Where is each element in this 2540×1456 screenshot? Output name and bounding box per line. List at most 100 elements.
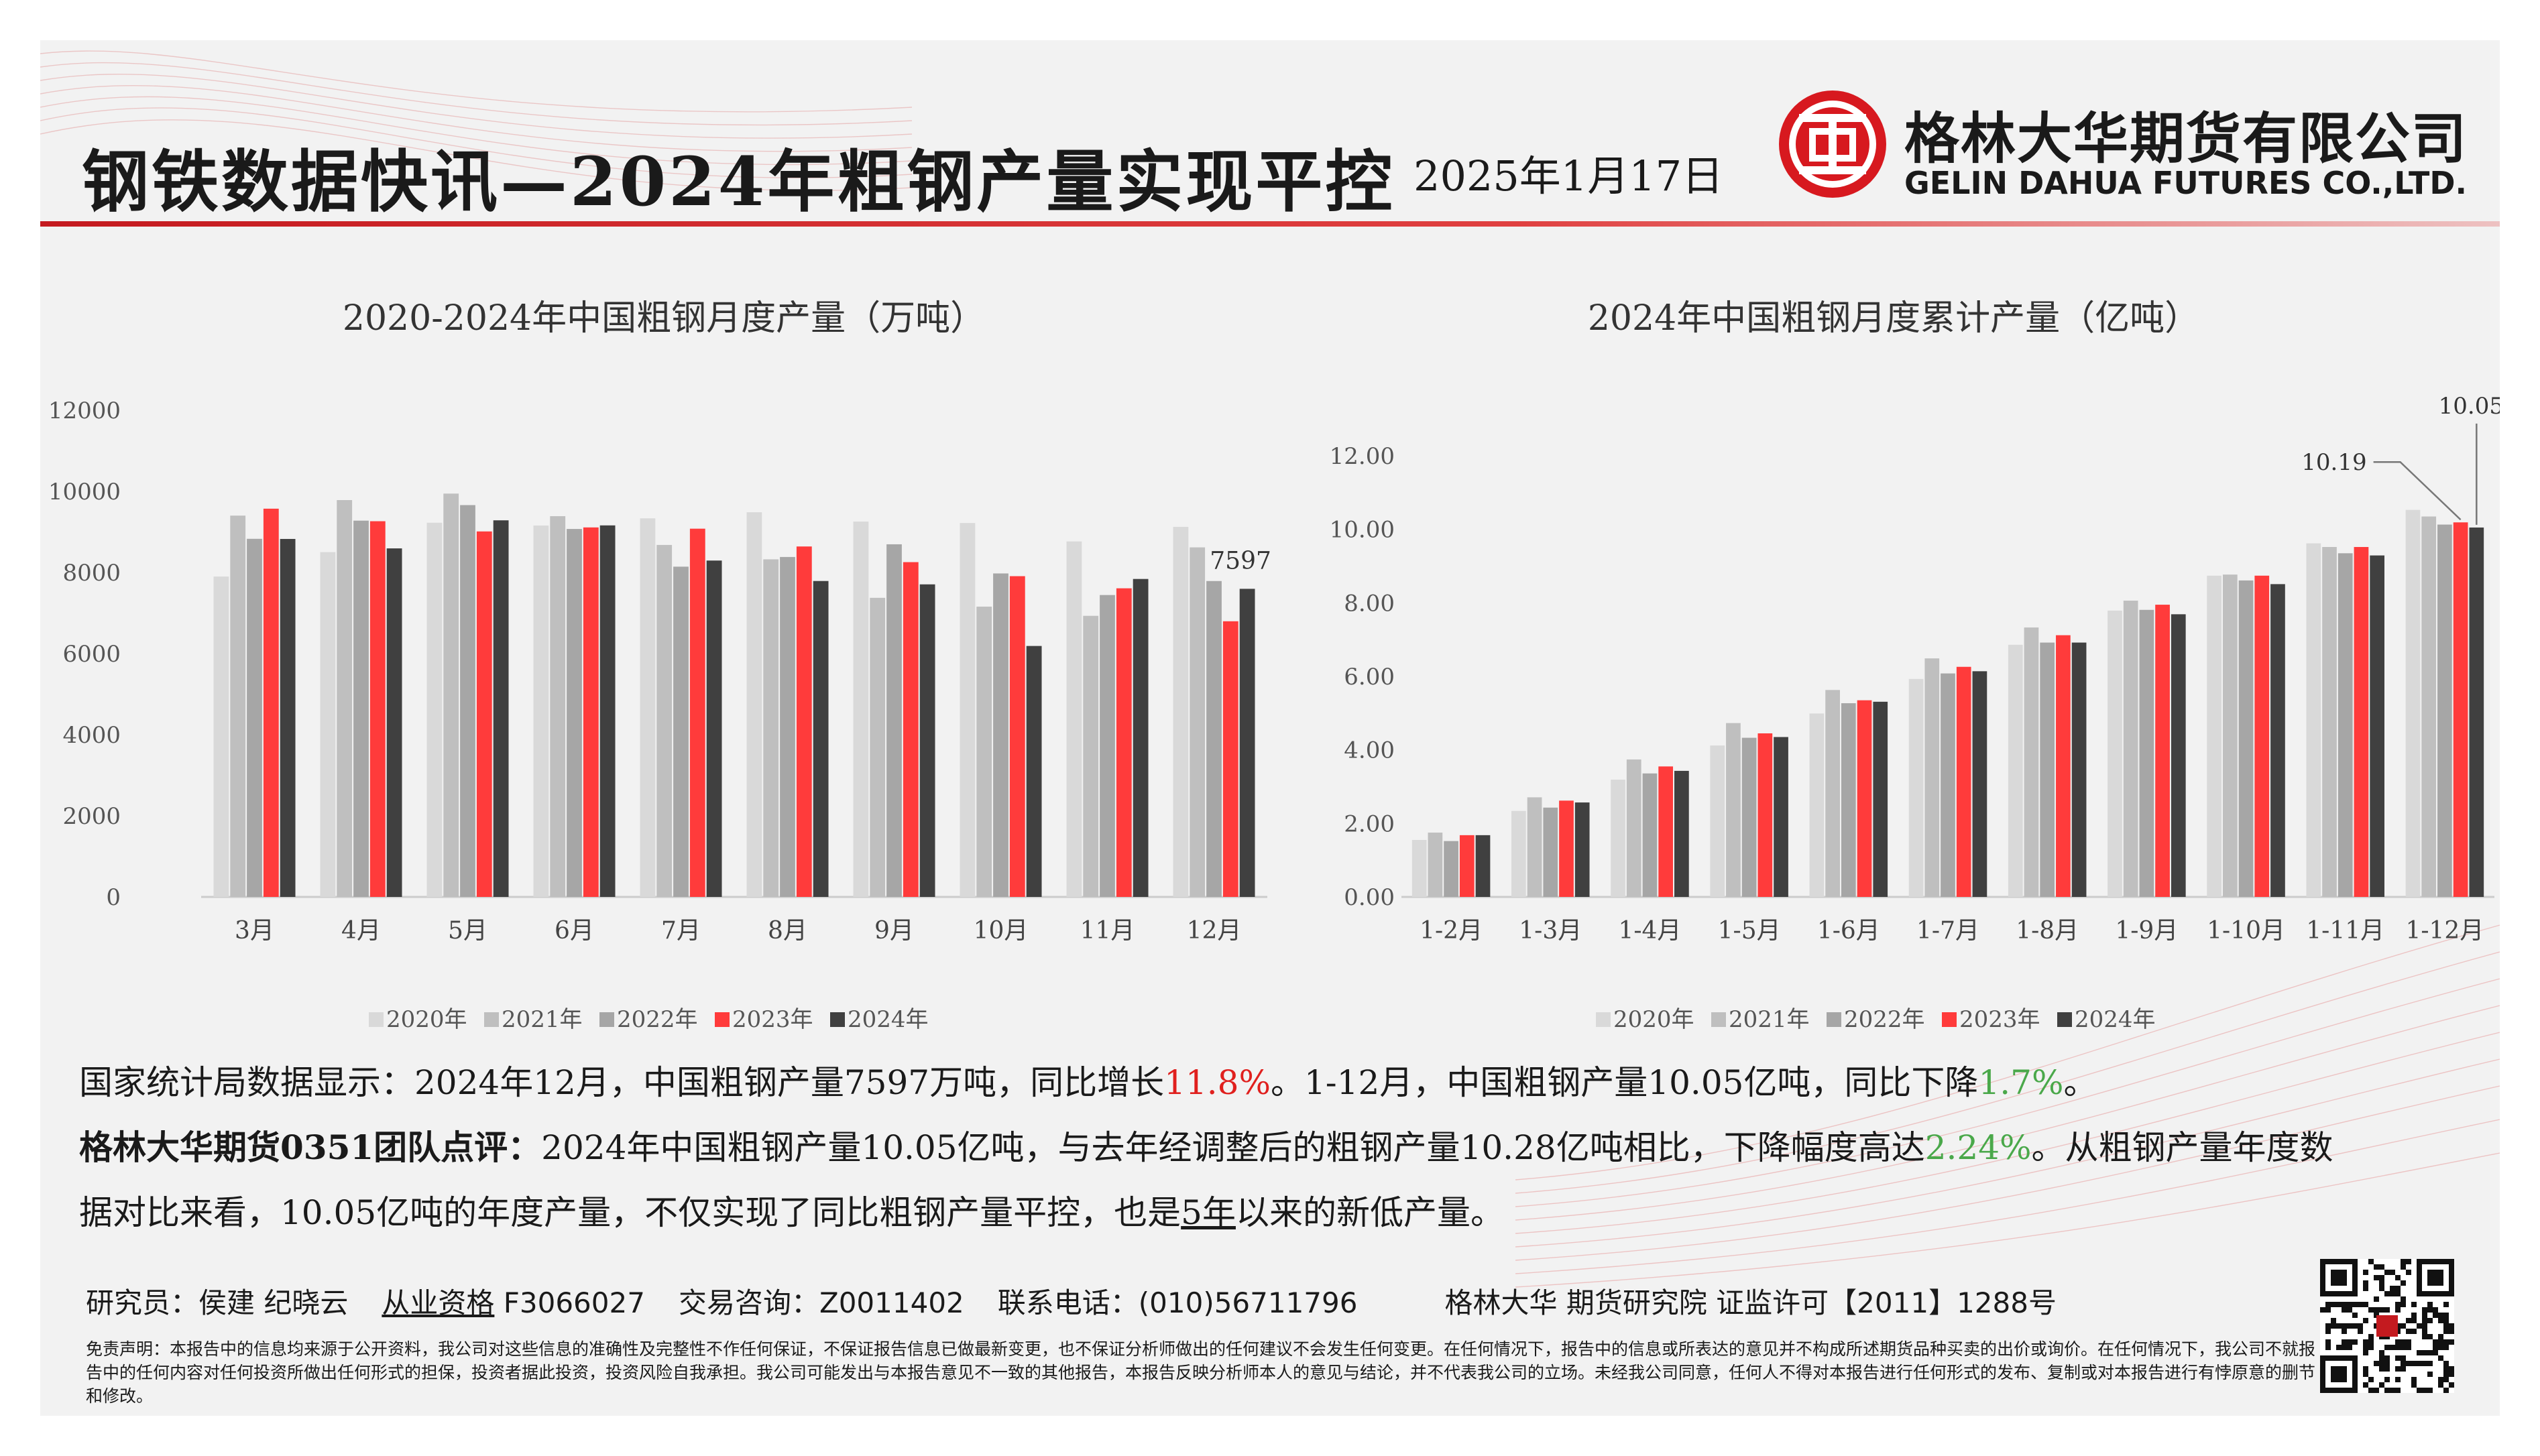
chart2-bar-2023年-1-4月 (1658, 766, 1674, 897)
chart2-bar-2024年-1-3月 (1574, 802, 1590, 897)
chart2-bar-2021年-1-7月 (1924, 658, 1940, 897)
chart1-bar-2022年-3月 (247, 538, 262, 897)
chart1-bar-2022年-6月 (567, 529, 582, 897)
disclaimer: 免责声明：本报告中的信息均来源于公开资料，我公司对这些信息的准确性及完整性不作任… (86, 1339, 2316, 1406)
chart2-bar-2024年-1-8月 (2071, 642, 2087, 897)
chart2-bar-2020年-1-3月 (1511, 810, 1526, 897)
chart2-xtick-label: 1-11月 (2306, 917, 2384, 945)
chart1-xtick-label: 9月 (874, 917, 914, 945)
chart1-legend-label: 2022年 (617, 1006, 698, 1033)
paragraph-comment-text-c: 。从粗钢产量年度数 (2031, 1128, 2333, 1167)
chart2-bar-2022年-1-3月 (1543, 807, 1558, 897)
chart1-bar-2022年-11月 (1100, 595, 1115, 897)
chart2-xtick-label: 1-10月 (2207, 917, 2285, 945)
chart2-xtick-label: 1-2月 (1420, 917, 1483, 945)
chart2-bar-2024年-1-5月 (1774, 737, 1788, 897)
chart1-legend-swatch (484, 1012, 499, 1027)
chart1-bar-2020年-9月 (853, 522, 869, 897)
chart1-xtick-label: 8月 (768, 917, 807, 945)
header-divider (40, 221, 2500, 227)
chart1-ytick-label: 0 (106, 884, 121, 911)
chart2-bar-2023年-1-12月 (2453, 522, 2468, 897)
chart2-legend-swatch (2057, 1012, 2072, 1027)
chart1-bar-2022年-10月 (993, 573, 1008, 897)
chart1-legend-swatch (830, 1012, 845, 1027)
chart2-bar-2024年-1-4月 (1674, 770, 1689, 897)
chart2-bar-2022年-1-5月 (1741, 737, 1757, 897)
chart1-bar-2024年-7月 (706, 560, 722, 897)
chart1-bar-2021年-6月 (550, 516, 566, 897)
chart1-bar-2022年-5月 (460, 505, 475, 897)
chart2-bar-2020年-1-9月 (2108, 610, 2122, 897)
chart1-bar-2020年-8月 (746, 512, 762, 897)
chart2-xtick-label: 1-4月 (1618, 917, 1681, 945)
chart1-ytick-label: 2000 (62, 803, 121, 830)
paragraph-conclusion-text-a: 据对比来看，10.05亿吨的年度产量，不仅实现了同比粗钢产量平控，也是 (79, 1193, 1181, 1232)
chart2-bar-2021年-1-10月 (2222, 574, 2238, 897)
chart1-ytick-label: 6000 (62, 641, 121, 668)
chart1-bar-2020年-10月 (960, 523, 976, 897)
chart2-bar-2023年-1-10月 (2254, 575, 2270, 897)
chart2-xtick-label: 1-12月 (2405, 917, 2484, 945)
chart2-xtick-label: 1-7月 (1916, 917, 1979, 945)
chart1-bar-2023年-11月 (1116, 588, 1132, 897)
chart1-bar-2021年-7月 (656, 544, 673, 897)
license-number: 从业资格 F3066027 (382, 1286, 645, 1319)
chart1-legend-swatch (369, 1012, 384, 1027)
chart2-leader-line-2023 (2373, 461, 2462, 521)
chart1-bar-2024年-4月 (386, 548, 402, 897)
chart2-bar-2023年-1-2月 (1459, 835, 1475, 897)
chart1-legend-swatch (715, 1012, 730, 1027)
chart1-xtick-label: 10月 (974, 917, 1029, 945)
chart2-xtick-label: 1-9月 (2115, 917, 2178, 945)
chart1-bar-2020年-4月 (320, 552, 336, 897)
chart1-bar-2024年-5月 (493, 520, 509, 897)
chart2-bar-2020年-1-2月 (1411, 840, 1427, 897)
chart2-bar-2022年-1-9月 (2139, 609, 2154, 897)
chart1-bar-2022年-9月 (886, 544, 902, 897)
chart2-bar-2022年-1-8月 (2040, 642, 2055, 897)
chart2-bar-2022年-1-6月 (1841, 703, 1856, 897)
chart2-bar-2024年-1-7月 (1972, 671, 1987, 897)
chart1-bar-2021年-11月 (1083, 615, 1099, 897)
chart2-ytick-label: 0.00 (1344, 884, 1395, 911)
chart2-bar-2023年-1-11月 (2354, 546, 2369, 897)
cumulative-output-chart: 0.00 2.00 4.00 6.00 8.00 10.00 12.00 1-2月 1-3月 1-… (1330, 393, 2500, 1033)
chart2-bar-2020年-1-5月 (1710, 745, 1725, 897)
paragraph-comment: 格林大华期货0351团队点评：2024年中国粗钢产量10.05亿吨，与去年经调整… (79, 1121, 2333, 1169)
chart1-legend-label: 2021年 (502, 1006, 583, 1033)
chart2-bar-2024年-1-6月 (1873, 701, 1888, 897)
chart2-bar-2021年-1-8月 (2024, 627, 2039, 897)
chart2-bar-2020年-1-7月 (1908, 678, 1924, 897)
chart1-legend-label: 2020年 (386, 1006, 467, 1033)
chart1-bar-2022年-12月 (1206, 581, 1222, 897)
chart2-bar-2020年-1-11月 (2306, 543, 2321, 897)
chart2-bar-2022年-1-7月 (1941, 673, 1955, 897)
chart2-ytick-label: 8.00 (1344, 590, 1395, 617)
chart1-legend-label: 2024年 (848, 1006, 929, 1033)
chart1-xtick-label: 5月 (448, 917, 487, 945)
chart2-bar-2024年-1-11月 (2370, 555, 2384, 897)
chart2-bar-2020年-1-10月 (2207, 575, 2221, 897)
chart1-bar-2020年-7月 (640, 518, 656, 897)
gelin-dahua-logo-icon (1779, 90, 1886, 198)
chart2-bar-2021年-1-3月 (1527, 797, 1542, 897)
chart2-bar-2022年-1-4月 (1642, 773, 1658, 897)
chart2-bar-2022年-1-11月 (2337, 553, 2353, 897)
growth-rate-highlight: 11.8% (1164, 1063, 1271, 1102)
chart2-ytick-label: 12.00 (1330, 443, 1395, 470)
decline-magnitude-highlight: 2.24% (1924, 1128, 2032, 1167)
chart1-bar-2020年-6月 (533, 525, 549, 897)
consulting-number: 交易咨询：Z0011402 (678, 1286, 964, 1319)
chart2-bar-2021年-1-9月 (2123, 601, 2138, 897)
paragraph-stats: 国家统计局数据显示：2024年12月，中国粗钢产量7597万吨，同比增长11.8… (79, 1056, 2097, 1104)
chart1-bar-2024年-6月 (599, 525, 616, 897)
chart-1-title: 2020-2024年中国粗钢月度产量（万吨） (342, 298, 986, 339)
chart1-bar-2023年-7月 (689, 528, 705, 897)
qr-code-icon (2320, 1259, 2454, 1393)
chart2-bar-2022年-1-10月 (2238, 580, 2254, 897)
chart2-legend-swatch (1711, 1012, 1726, 1027)
chart1-bar-2021年-5月 (443, 493, 459, 897)
chart1-data-label: 7597 (1210, 547, 1271, 574)
chart1-bar-2023年-6月 (583, 527, 599, 897)
